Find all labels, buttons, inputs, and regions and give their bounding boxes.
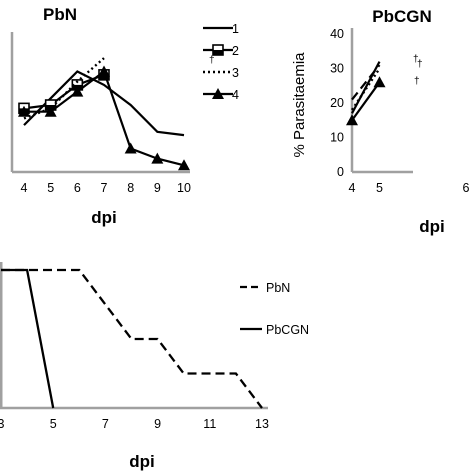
pbn-title: PbN [43, 5, 77, 24]
pbn-x-ticks: 4 5 6 7 8 9 10 [21, 181, 191, 195]
pbn-series-3-point-2 [71, 85, 84, 97]
survival-x-tick-2: 7 [102, 417, 109, 431]
survival-series-1-line [1, 268, 55, 409]
pbn-series-3-point-5 [151, 152, 164, 164]
survival-legend-label-0: PbN [266, 281, 290, 295]
pbcgn-x-tick-2: 6 [463, 181, 470, 195]
pbcgn-series-3-line [351, 81, 381, 121]
pbn-series-3-point-1 [44, 105, 57, 117]
pbcgn-series-2-line [351, 61, 381, 114]
survival-x-tick-0: 3 [0, 417, 5, 431]
survival-axes [0, 262, 268, 410]
pbcgn-y-tick-2: 20 [330, 96, 344, 110]
pbn-x-tick-4: 8 [127, 181, 134, 195]
pbcgn-series-3-point-0 [346, 114, 358, 126]
pbn-dagger-annotation: † [209, 55, 215, 66]
pbcgn-y-tick-4: 40 [330, 27, 344, 41]
pbn-x-axis-label: dpi [91, 208, 117, 227]
pbn-series-1-line [23, 73, 105, 110]
survival-x-tick-3: 9 [154, 417, 161, 431]
pbn-legend-label-1: 2 [232, 44, 239, 58]
pbn-x-tick-5: 9 [154, 181, 161, 195]
pbn-legend: 1 2 3 4 [203, 22, 239, 102]
survival-series [1, 268, 263, 409]
pbcgn-y-tick-3: 30 [330, 62, 344, 76]
survival-legend-label-1: PbCGN [266, 323, 309, 337]
pbn-x-tick-6: 10 [177, 181, 191, 195]
pbn-chart: PbN 4 5 6 7 8 9 10 dpi 1 2 3 4 † [10, 5, 239, 227]
pbcgn-x-axis-label: dpi [419, 217, 445, 236]
pbcgn-x-tick-0: 4 [349, 181, 356, 195]
pbcgn-x-ticks: 4 5 6 [349, 181, 470, 195]
survival-x-axis-label: dpi [129, 452, 155, 471]
pbcgn-x-tick-1: 5 [376, 181, 383, 195]
pbn-legend-marker-1-fill [213, 50, 223, 55]
pbn-x-tick-0: 4 [21, 181, 28, 195]
pbcgn-y-ticks: 0 10 20 30 40 [330, 27, 344, 179]
pbn-x-tick-1: 5 [47, 181, 54, 195]
survival-chart: 3 5 7 9 11 13 dpi PbN PbCGN [0, 262, 309, 471]
pbcgn-series-3-point-1 [373, 76, 386, 88]
pbn-series-0-line [23, 70, 185, 137]
survival-x-ticks: 3 5 7 9 11 13 [0, 417, 269, 431]
pbcgn-title: PbCGN [372, 7, 432, 26]
pbn-series-1-point-3-fill [99, 74, 109, 80]
pbcgn-series [346, 61, 386, 126]
survival-x-tick-4: 11 [203, 417, 216, 431]
pbcgn-dagger-2: † [417, 59, 423, 70]
survival-legend: PbN PbCGN [240, 281, 309, 337]
pbcgn-y-axis-label: % Parasitaemia [291, 52, 308, 158]
pbcgn-chart: PbCGN % Parasitaemia 0 10 20 30 40 4 5 6 dpi †… [291, 7, 470, 236]
pbn-series-3-point-4 [124, 142, 137, 154]
pbcgn-y-tick-0: 0 [337, 165, 344, 179]
survival-series-0-line [1, 268, 263, 409]
pbn-series-3-point-0 [18, 105, 30, 117]
pbcgn-dagger-1: † [413, 54, 419, 65]
survival-x-tick-1: 5 [50, 417, 57, 431]
pbn-axes [10, 32, 190, 174]
pbn-series-3-point-6 [178, 159, 190, 171]
pbcgn-series-1-line [351, 67, 381, 111]
pbn-legend-marker-3 [212, 88, 224, 99]
pbn-x-tick-2: 6 [74, 181, 81, 195]
pbn-legend-label-2: 3 [232, 66, 239, 80]
pbcgn-axes [350, 28, 413, 174]
survival-x-tick-5: 13 [255, 417, 269, 431]
pbn-x-tick-3: 7 [101, 181, 108, 195]
pbcgn-y-tick-1: 10 [330, 131, 344, 145]
pbn-legend-label-3: 4 [232, 88, 239, 102]
pbn-series-3-point-3 [98, 65, 110, 77]
pbcgn-dagger-3: † [414, 76, 420, 87]
pbn-series [18, 57, 190, 171]
pbn-series-2-line [23, 57, 105, 120]
pbn-legend-label-0: 1 [232, 22, 239, 36]
